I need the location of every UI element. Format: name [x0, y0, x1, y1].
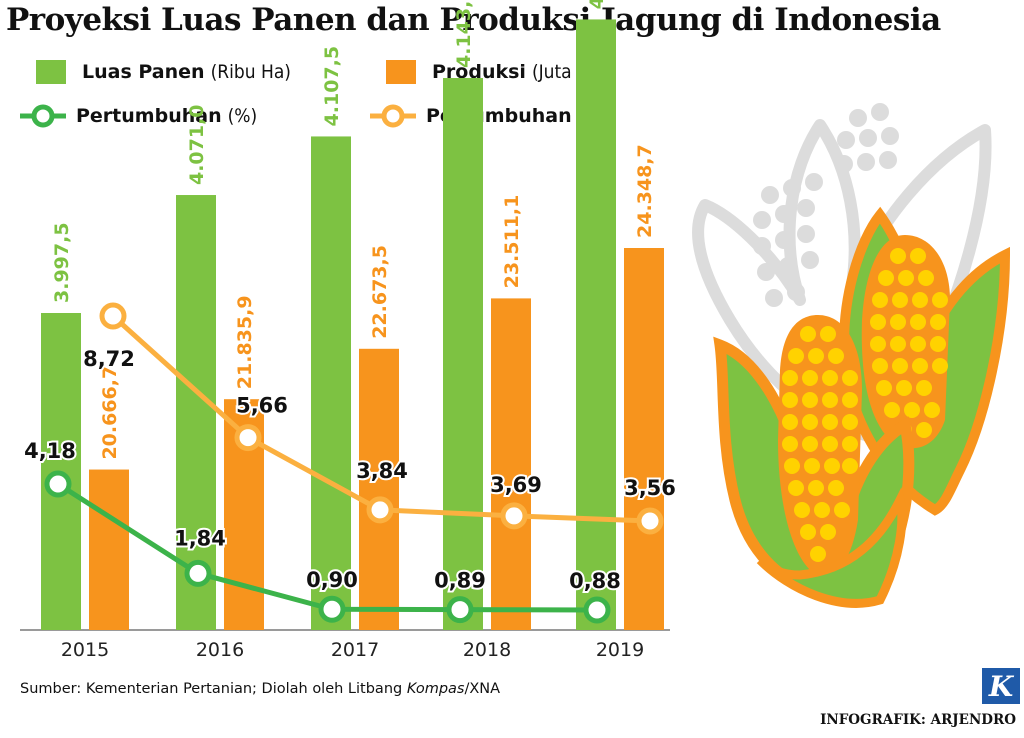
bar-produksi-2019 [624, 248, 664, 630]
bar-label-luas-2015: 3.997,5 [51, 222, 73, 303]
x-tick-label-2017: 2017 [331, 639, 379, 661]
bar-luas-panen-2019 [576, 19, 616, 631]
bar-label-luas-2017: 4.107,5 [321, 46, 343, 127]
legend-swatch-orange [386, 60, 416, 84]
legend-luas-panen: Luas Panen (Ribu Ha) [36, 60, 291, 84]
point-pertumbuhan-luas-2018 [446, 596, 474, 624]
chart-title: Proyeksi Luas Panen dan Produksi Jagung … [6, 2, 941, 38]
bar-luas-panen-2016 [176, 195, 216, 631]
bar-label-produksi-2018: 23.511,1 [501, 195, 523, 289]
legend-luas-label: Luas Panen [82, 61, 205, 83]
point-pertumbuhan-produksi-2017 [366, 496, 394, 524]
bar-luas-panen-2018 [443, 78, 483, 630]
corn-illustration-icon [692, 103, 1011, 608]
bar-luas-panen-2017 [311, 136, 351, 630]
point-pertumbuhan-luas-2017 [318, 595, 346, 623]
bar-label-luas-2019: 4.180,4 [586, 0, 608, 9]
corn-back-cob-icon [861, 235, 950, 449]
point-pertumbuhan-produksi-2016 [234, 424, 262, 452]
x-tick-label-2019: 2019 [596, 639, 644, 661]
point-label-pertumbuhan-luas-2019: 0,88 [569, 569, 621, 593]
legend-growth-luas-label: Pertumbuhan [76, 105, 222, 127]
point-pertumbuhan-luas-2016 [184, 559, 212, 587]
legend-luas-unit: (Ribu Ha) [210, 61, 291, 83]
source-prefix: Sumber: Kementerian Pertanian; Diolah ol… [20, 681, 407, 697]
source-suffix: /XNA [464, 681, 501, 697]
legend-swatch-green [36, 60, 66, 84]
bar-label-produksi-2017: 22.673,5 [369, 245, 391, 339]
x-tick-label-2016: 2016 [196, 639, 244, 661]
bar-label-luas-2018: 4.143,9 [453, 0, 475, 68]
corn-white-husk-icon [692, 119, 992, 441]
x-tick-label-2018: 2018 [463, 639, 511, 661]
point-pertumbuhan-luas-2015 [44, 470, 72, 498]
point-pertumbuhan-produksi-2019 [636, 507, 664, 535]
kompas-logo: K [982, 668, 1020, 704]
point-label-pertumbuhan-produksi-2016: 5,66 [236, 394, 288, 418]
point-label-pertumbuhan-produksi-2019: 3,56 [624, 476, 676, 500]
point-label-pertumbuhan-luas-2018: 0,89 [434, 569, 486, 593]
point-label-pertumbuhan-produksi-2017: 3,84 [356, 459, 408, 483]
point-label-pertumbuhan-luas-2017: 0,90 [306, 568, 358, 592]
x-tick-label-2015: 2015 [61, 639, 109, 661]
point-pertumbuhan-produksi-2018 [500, 502, 528, 530]
corn-front-leaf-icon [756, 487, 907, 608]
point-label-pertumbuhan-luas-2015: 4,18 [24, 439, 76, 463]
bar-label-produksi-2015: 20.666,7 [99, 366, 121, 460]
bar-label-luas-2016: 4.071,0 [186, 104, 208, 185]
bar-label-produksi-2016: 21.835,9 [234, 295, 256, 389]
corn-white-kernels-icon [753, 103, 899, 307]
legend-produksi-label: Produksi [432, 61, 526, 83]
legend-line-green-icon [20, 104, 66, 128]
legend-growth-luas: Pertumbuhan (%) [20, 104, 257, 128]
bar-produksi-2017 [359, 348, 399, 630]
credit-text: INFOGRAFIK: ARJENDRO [820, 712, 1016, 728]
source-italic: Kompas [406, 681, 465, 697]
point-label-pertumbuhan-produksi-2018: 3,69 [490, 473, 542, 497]
bar-produksi-2015 [89, 469, 129, 630]
bar-produksi-2018 [491, 298, 531, 630]
point-pertumbuhan-luas-2019 [583, 596, 611, 624]
point-pertumbuhan-produksi-2015 [99, 302, 127, 330]
bar-label-produksi-2019: 24.348,7 [634, 144, 656, 238]
source-note: Sumber: Kementerian Pertanian; Diolah ol… [20, 681, 500, 697]
legend-line-orange-icon [370, 104, 416, 128]
point-label-pertumbuhan-produksi-2015: 8,72 [83, 347, 135, 371]
corn-front-cob-icon [778, 315, 862, 576]
legend-growth-luas-unit: (%) [227, 105, 258, 127]
point-label-pertumbuhan-luas-2016: 1,84 [174, 526, 226, 550]
